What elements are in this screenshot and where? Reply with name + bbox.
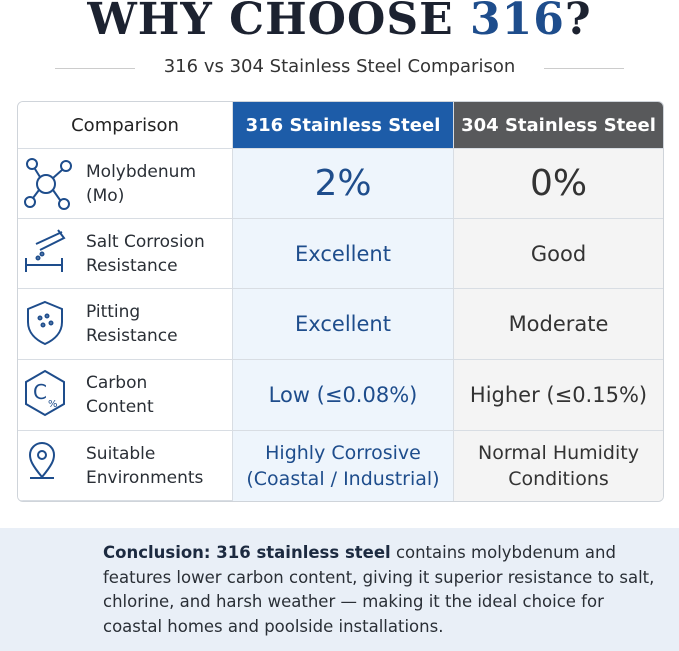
value-316: Excellent (233, 219, 454, 289)
divider (544, 68, 624, 69)
cell-line: Highly Corrosive (265, 442, 421, 464)
divider (55, 68, 135, 69)
value-304: 0% (454, 149, 663, 219)
row-label: Molybdenum (Mo) (18, 149, 233, 219)
title-text: WHY CHOOSE (87, 0, 470, 45)
column-header: Comparison (18, 102, 233, 149)
value-316: Excellent (233, 289, 454, 360)
cell-line: Environments (86, 467, 204, 488)
cell-line: Moderate (508, 312, 609, 336)
conclusion-text: contains molybdenum and features lower c… (103, 543, 655, 636)
cell-line: Molybdenum (86, 161, 197, 182)
cell-line: Pitting (86, 302, 141, 322)
cell-line: Good (530, 241, 587, 266)
cell-line: Low (≤0.08%) (268, 383, 418, 407)
cell-line: 2% (314, 162, 372, 204)
cell-line: Carbon (86, 373, 148, 393)
column-header: 304 Stainless Steel (454, 102, 663, 149)
cell-line: Normal Humidity (478, 442, 639, 464)
value-316: Low (≤0.08%) (233, 360, 454, 431)
cell-line: 0% (529, 162, 588, 204)
cell-line: (Mo) (86, 185, 125, 206)
title-text: ? (564, 0, 592, 45)
title: WHY CHOOSE 316? (0, 0, 679, 45)
conclusion-panel (0, 528, 679, 651)
row-label: Suitable Environments (18, 431, 233, 501)
cell-line: (Coastal / Industrial) (246, 468, 440, 490)
row-label: Carbon Content (18, 360, 233, 431)
value-304: Normal Humidity Conditions (454, 431, 663, 501)
cell-line: Excellent (295, 312, 391, 336)
cell-line: Content (86, 397, 154, 417)
value-316: 2% (233, 149, 454, 219)
cell-line: Excellent (295, 241, 391, 266)
title-highlight: 316 (469, 0, 565, 45)
column-header: 316 Stainless Steel (233, 102, 454, 149)
value-304: Higher (≤0.15%) (454, 360, 663, 431)
value-316: Highly Corrosive (Coastal / Industrial) (233, 431, 454, 501)
conclusion: Conclusion: 316 stainless steel contains… (103, 541, 668, 639)
cell-line: Resistance (86, 326, 178, 346)
value-304: Moderate (454, 289, 663, 360)
comparison-table: Comparison 316 Stainless Steel 304 Stain… (17, 101, 664, 502)
row-label: Pitting Resistance (18, 289, 233, 360)
cell-line: Salt Corrosion (86, 231, 205, 252)
conclusion-lead: Conclusion: 316 stainless steel (103, 543, 391, 562)
cell-line: Resistance (86, 255, 178, 276)
row-label: Salt Corrosion Resistance (18, 219, 233, 289)
subtitle: 316 vs 304 Stainless Steel Comparison (163, 56, 516, 77)
cell-line: Higher (≤0.15%) (469, 383, 648, 407)
value-304: Good (454, 219, 663, 289)
cell-line: Suitable (86, 443, 156, 464)
cell-line: Conditions (508, 468, 609, 490)
